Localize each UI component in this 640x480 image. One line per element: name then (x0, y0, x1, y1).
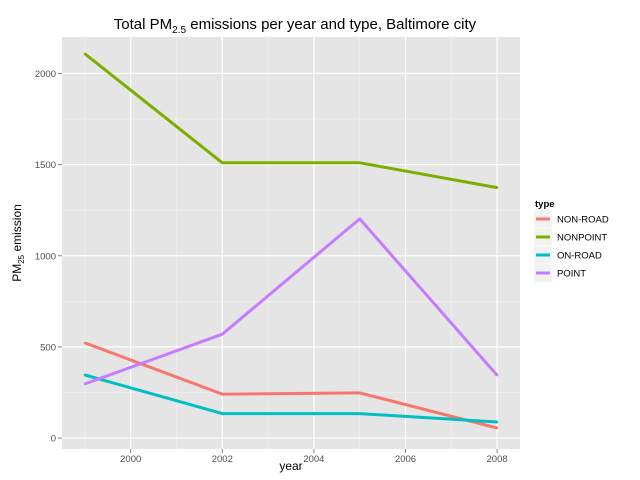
legend: type NON-ROAD NONPOINT ON-ROAD POINT (533, 199, 609, 283)
plot-panel (62, 37, 520, 449)
data-point-nonpoint (221, 161, 224, 164)
legend-title: type (535, 199, 555, 210)
x-axis-title: year (279, 459, 302, 473)
data-point-point (83, 382, 87, 386)
x-tick-label: 2000 (120, 454, 141, 465)
series-line-nonpoint (83, 52, 498, 190)
data-point-point (495, 373, 499, 377)
y-tick-label: 2000 (35, 69, 56, 80)
data-point-on-road (495, 420, 499, 424)
grid (62, 37, 520, 449)
x-tick-label: 2002 (212, 454, 233, 465)
y-axis-ticks: 0 500 1000 1500 2000 (35, 69, 62, 445)
y-tick-label: 500 (40, 342, 56, 353)
data-point-non-road (358, 391, 361, 395)
series-lines (83, 52, 499, 430)
y-tick-label: 1000 (35, 251, 56, 262)
series-line-point (84, 217, 499, 386)
data-point-non-road (221, 392, 224, 396)
data-point-non-road (83, 341, 87, 345)
data-point-nonpoint (495, 186, 499, 189)
y-tick-label: 0 (51, 434, 56, 445)
data-point-nonpoint (83, 52, 87, 55)
data-point-point (358, 217, 361, 221)
x-axis-ticks: 2000 2002 2004 2006 2008 (120, 449, 508, 465)
y-axis-title: PM25 emission (10, 204, 26, 282)
legend-label-non-road: NON-ROAD (557, 215, 609, 226)
legend-label-point: POINT (557, 269, 586, 280)
series-line-on-road (84, 373, 498, 424)
x-tick-label: 2004 (303, 454, 324, 465)
data-point-non-road (495, 426, 499, 430)
data-point-point (221, 332, 224, 336)
legend-label-nonpoint: NONPOINT (557, 233, 607, 244)
data-point-on-road (83, 373, 87, 377)
data-point-on-road (221, 412, 224, 415)
x-tick-label: 2006 (395, 454, 416, 465)
chart-title: Total PM2.5 emissions per year and type,… (114, 16, 477, 36)
series-line-non-road (84, 341, 498, 430)
y-tick-label: 1500 (35, 160, 56, 171)
data-point-on-road (358, 412, 361, 415)
legend-label-on-road: ON-ROAD (557, 251, 602, 262)
data-point-nonpoint (358, 161, 361, 164)
x-tick-label: 2008 (487, 454, 508, 465)
